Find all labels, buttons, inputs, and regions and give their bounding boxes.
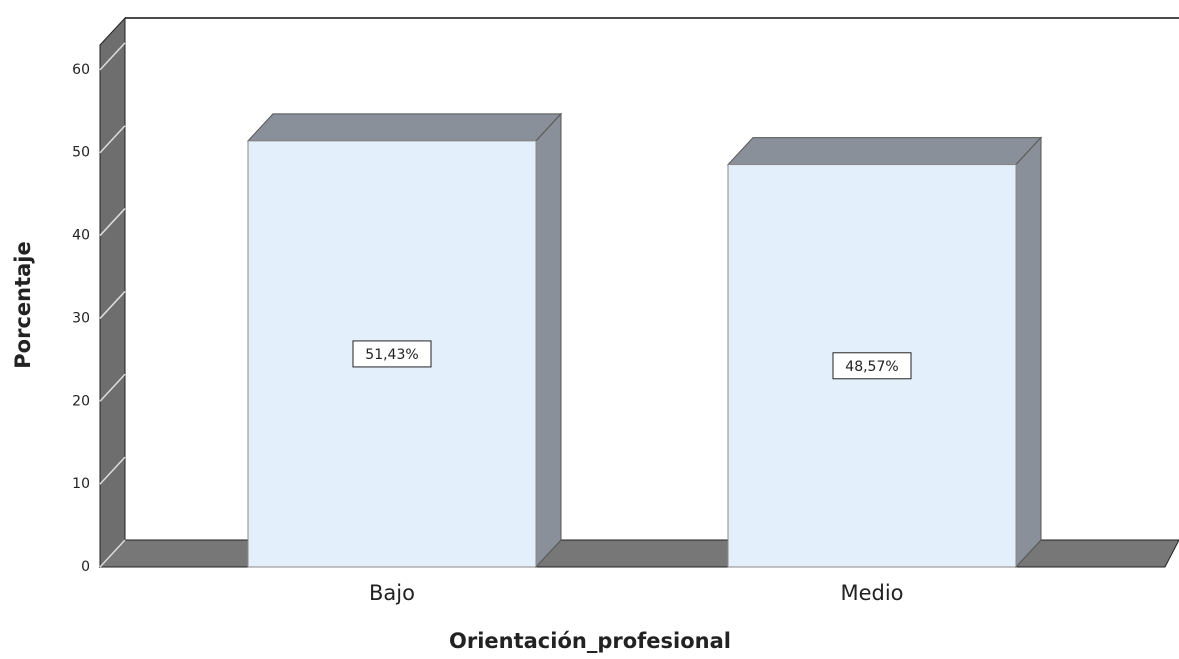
x-tick-label: Medio — [840, 581, 903, 605]
tick-mark — [99, 456, 126, 485]
bar-top — [726, 137, 1043, 166]
y-tick-label: 10 — [72, 476, 90, 492]
tick-mark — [99, 42, 126, 71]
y-tick-label: 30 — [72, 310, 90, 326]
y-tick-label: 60 — [72, 62, 90, 78]
bar-top — [246, 113, 563, 142]
value-label-box — [352, 340, 432, 368]
y-axis-title: Porcentaje — [11, 241, 35, 368]
value-label: 51,43% — [365, 347, 418, 363]
tick-mark — [99, 125, 126, 154]
bar-side — [535, 112, 562, 569]
y-tick-label: 0 — [81, 559, 90, 575]
tick-mark — [99, 373, 126, 402]
bar-side — [1015, 136, 1042, 569]
tick-mark — [99, 539, 126, 568]
y-tick-label: 20 — [72, 393, 90, 409]
tick-mark — [99, 208, 126, 237]
x-tick-label: Bajo — [369, 581, 415, 605]
value-label: 48,57% — [845, 359, 898, 375]
y-tick-label: 40 — [72, 228, 90, 244]
value-label-box — [832, 352, 912, 380]
x-axis-title: Orientación_profesional — [449, 629, 731, 653]
tick-mark — [99, 290, 126, 319]
left-wall — [99, 16, 126, 569]
y-tick-label: 50 — [72, 145, 90, 161]
